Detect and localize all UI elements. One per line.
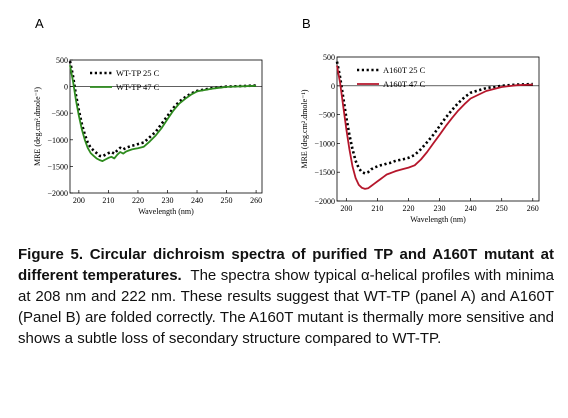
x-tick-label: 250 [221,196,233,205]
series-line-1 [68,60,257,158]
y-tick-label: 0 [331,82,335,91]
panel-a-letter: A [35,16,44,31]
y-tick-label: −1000 [47,136,68,145]
y-tick-label: 500 [323,53,335,62]
plot-frame [69,59,263,194]
y-tick-label: 0 [64,83,68,92]
x-tick-label: 240 [465,204,477,213]
y-tick-label: −2000 [47,189,68,198]
figure: A B 500 0 −500 −1000 −1500 −2000 200 210 220 230 2… [33,16,540,224]
y-tick-label: −1500 [47,162,68,171]
series-line-2 [336,65,533,190]
y-tick-label: −2000 [314,197,335,206]
x-tick-label: 230 [161,196,173,205]
x-tick-label: 260 [527,204,539,213]
series-line-1 [335,61,533,175]
x-axis-label: Wavelength (nm) [410,215,466,224]
x-axis-label: Wavelength (nm) [138,207,194,216]
x-tick-label: 260 [250,196,262,205]
chart-panel-b: 500 0 −500 −1000 −1500 −2000 200 210 220 230 240 25… [300,53,540,224]
figure-caption: Figure 5. Circular dichroism spectra of … [18,244,554,349]
x-tick-label: 200 [73,196,85,205]
panel-b-letter: B [302,16,311,31]
y-axis-label: MRE (deg.cm².dmole⁻¹) [300,89,309,168]
legend-label: WT-TP 47 C [116,82,160,92]
plot-frame [336,56,540,202]
caption-body: The spectra show typical α-helical profi… [18,267,554,347]
x-tick-label: 210 [102,196,114,205]
x-tick-label: 200 [340,204,352,213]
y-tick-label: −1500 [314,168,335,177]
x-tick-label: 220 [402,204,414,213]
legend-label: A160T 47 C [383,79,426,89]
x-tick-label: 210 [371,204,383,213]
legend-label: A160T 25 C [383,65,426,75]
legend-label: WT-TP 25 C [116,68,160,78]
x-tick-label: 220 [132,196,144,205]
y-tick-label: −500 [51,109,68,118]
chart-panel-a: 500 0 −500 −1000 −1500 −2000 200 210 220 230 240 25… [33,56,263,216]
y-axis-label: MRE (deg.cm².dmole⁻¹) [33,87,42,166]
x-tick-label: 240 [191,196,203,205]
x-tick-label: 230 [434,204,446,213]
caption-title: Figure 5. Circular dichroism spectra of … [18,246,554,284]
y-tick-label: −500 [318,111,335,120]
y-tick-label: 500 [56,56,68,65]
x-tick-label: 250 [496,204,508,213]
y-tick-label: −1000 [314,139,335,148]
series-line-2 [69,65,257,162]
